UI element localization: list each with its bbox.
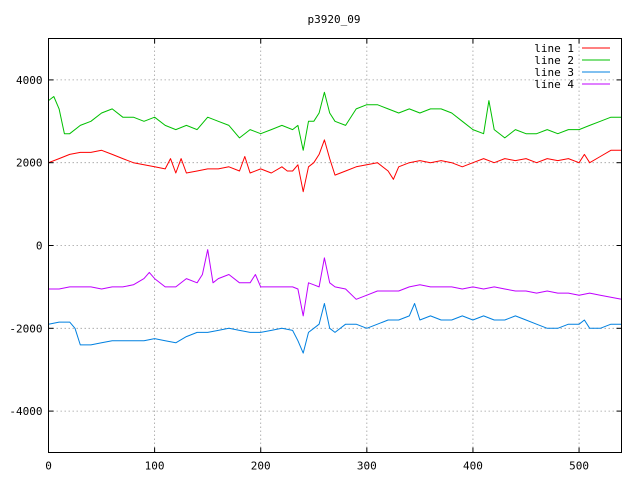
y-tick-label: 4000 (16, 74, 43, 87)
x-tick-label: 500 (569, 460, 589, 473)
series-line-3 (48, 303, 622, 354)
tick-layer: 0 100 200 300 400 500 -4000 -2000 0 2000 4000 (9, 38, 622, 473)
x-tick-label: 300 (357, 460, 377, 473)
series-line-4 (48, 249, 622, 317)
x-tick-label: 100 (145, 460, 165, 473)
y-tick-label: 0 (36, 240, 43, 253)
y-tick-label: -4000 (9, 405, 42, 418)
legend-label: line 3 (534, 66, 574, 79)
legend-label: line 2 (534, 54, 574, 67)
y-tick-label: 2000 (16, 157, 43, 170)
grid-layer (48, 38, 622, 453)
x-tick-label: 400 (463, 460, 483, 473)
series-line-2 (48, 91, 622, 151)
legend-label: line 1 (534, 42, 574, 55)
legend-label: line 4 (534, 78, 574, 91)
plot-frame (48, 38, 622, 453)
series-line-1 (48, 139, 622, 193)
series-layer (48, 91, 622, 354)
y-tick-label: -2000 (9, 322, 42, 335)
chart-title: p3920_09 (308, 13, 361, 26)
x-tick-label: 0 (45, 460, 52, 473)
x-tick-label: 200 (251, 460, 271, 473)
